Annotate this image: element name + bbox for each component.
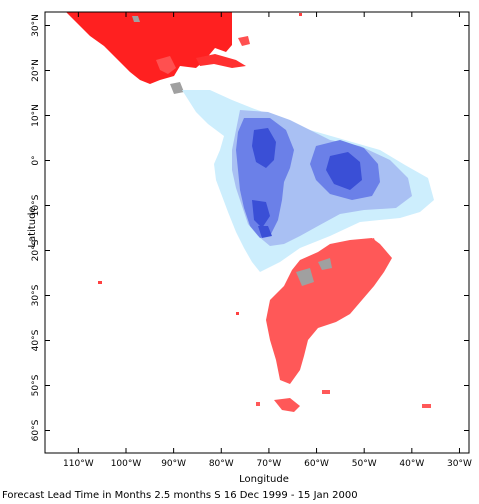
- speck-warm-1: [299, 13, 302, 16]
- region-cool-deep-4: [258, 226, 272, 238]
- region-north-america-warm: [66, 12, 232, 84]
- speck-warm-3: [236, 312, 239, 315]
- caption: Forecast Lead Time in Months 2.5 months …: [2, 490, 358, 501]
- x-tick-label: 80°W: [209, 459, 234, 469]
- y-tick-label: 50°S: [31, 374, 41, 396]
- y-tick-label: 30°N: [31, 14, 41, 37]
- speck-warm-2: [98, 281, 102, 284]
- y-tick-label: 20°S: [31, 239, 41, 261]
- y-tick-label: 10°N: [31, 104, 41, 127]
- x-tick-label: 100°W: [111, 459, 142, 469]
- x-axis-title: Longitude: [239, 474, 289, 485]
- speck-warm-5: [422, 404, 431, 408]
- x-tick-label: 40°W: [399, 459, 424, 469]
- speck-warm-4: [322, 390, 330, 394]
- x-tick-label: 90°W: [161, 459, 186, 469]
- region-tierra-del-fuego-warm: [274, 398, 300, 412]
- forecast-field-layer: [66, 12, 434, 412]
- y-tick-label: 60°S: [31, 419, 41, 441]
- region-missing-south-1: [296, 268, 314, 286]
- y-tick-label: 0°: [31, 155, 41, 165]
- region-missing-mexico: [170, 82, 184, 94]
- y-tick-label: 30°S: [31, 284, 41, 306]
- region-cool-deep-2: [326, 152, 362, 190]
- y-axis-ticks: 30°N 20°N 10°N 0° 10°S 20°S 30°S 40°S 50°S 60°S: [31, 14, 469, 441]
- y-tick-label: 20°N: [31, 59, 41, 82]
- region-missing-south-2: [318, 258, 332, 270]
- region-cuba-warm: [196, 54, 246, 68]
- x-tick-label: 70°W: [256, 459, 281, 469]
- speck-warm-6: [256, 402, 260, 406]
- region-southern-cone-warm-north: [352, 238, 378, 256]
- region-caribbean-warm: [238, 36, 250, 46]
- x-tick-label: 110°W: [63, 459, 94, 469]
- y-tick-label: 40°S: [31, 329, 41, 351]
- x-tick-label: 60°W: [304, 459, 329, 469]
- x-tick-label: 50°W: [352, 459, 377, 469]
- region-south-america-cool-strong-west: [236, 118, 294, 238]
- y-tick-label: 10°S: [31, 194, 41, 216]
- plot-frame: [44, 11, 470, 454]
- x-tick-label: 30°W: [447, 459, 472, 469]
- region-cool-deep-1: [252, 128, 276, 168]
- y-axis-title: Latitude: [27, 206, 38, 247]
- region-cool-deep-3: [252, 200, 270, 228]
- region-missing-north: [132, 16, 140, 22]
- region-gulf-warm: [156, 56, 176, 74]
- x-axis-ticks: 110°W 100°W 90°W 80°W 70°W 60°W 50°W 40°W 30°W: [63, 12, 472, 469]
